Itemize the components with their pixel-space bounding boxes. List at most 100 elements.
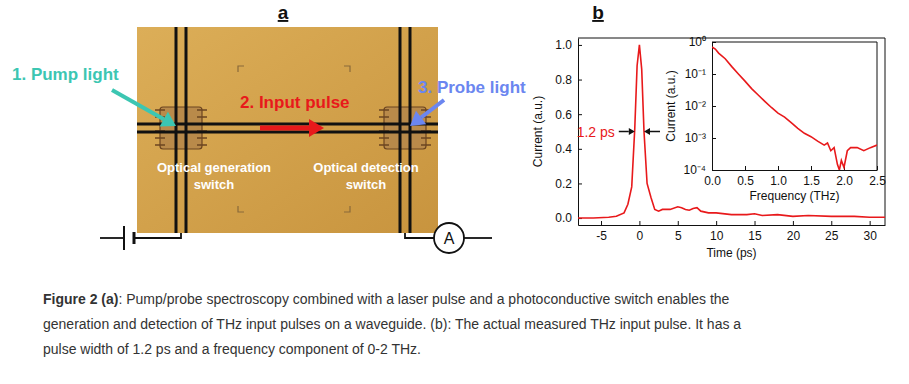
waveguide-horizontal <box>137 123 438 126</box>
tick: 10⁻² <box>685 99 716 113</box>
tick: 10⁻¹ <box>685 67 716 81</box>
axis-line <box>713 170 878 171</box>
tick-mark <box>811 166 812 170</box>
battery-plate <box>133 232 136 244</box>
panel-a: A1. Pump light2. Input pulse3. Probe lig… <box>12 27 526 253</box>
switch-pad <box>160 107 202 149</box>
tick: 0 <box>637 221 644 243</box>
tick-mark <box>778 166 779 170</box>
tick-label: 0.5 <box>737 174 754 188</box>
tick: 25 <box>825 221 839 243</box>
tick-label: 10⁰ <box>689 35 706 49</box>
y-axis-title: Current (a.u.) <box>531 96 545 167</box>
waveguide-vertical <box>175 27 178 233</box>
tick-label: 1.0 <box>770 174 787 188</box>
data-line <box>712 47 877 170</box>
tick-mark <box>712 74 716 75</box>
alignment-mark <box>344 206 350 212</box>
tick: 0.0 <box>555 211 582 225</box>
tick: 1.0 <box>770 166 787 188</box>
alignment-mark <box>344 66 350 72</box>
arrow-pump-head <box>160 112 176 127</box>
arrow-pulse-shaft <box>260 126 309 131</box>
alignment-mark <box>238 206 244 212</box>
annotation-arrow-shaft <box>619 131 629 133</box>
electrode-finger <box>155 137 165 139</box>
tick: -5 <box>596 221 607 243</box>
y-axis: 10⁰10⁻¹10⁻²10⁻³10⁻⁴ <box>683 35 716 177</box>
electrode-finger <box>379 116 389 118</box>
electrode-finger <box>421 137 431 139</box>
electrode-finger <box>197 144 207 146</box>
switch-label: switch <box>194 177 235 192</box>
arrow-pump <box>112 90 176 126</box>
tick: 10 <box>710 221 724 243</box>
chart-1: 0.00.51.01.52.02.510⁰10⁻¹10⁻²10⁻³10⁻⁴Fre… <box>664 35 886 203</box>
tick-label: 5 <box>675 229 682 243</box>
tick-label: 0.0 <box>555 211 572 225</box>
tick-label: 20 <box>787 229 801 243</box>
tick-label: 15 <box>748 229 762 243</box>
y-axis-title: Current (a.u.) <box>664 70 678 141</box>
arrow-pump-shaft <box>112 90 164 119</box>
caption-line: Figure 2 (a): Pump/probe spectroscopy co… <box>43 291 730 307</box>
tick: 0.5 <box>737 166 754 188</box>
tick-label: -5 <box>596 229 607 243</box>
tick-mark <box>831 221 832 225</box>
tick: 1.5 <box>803 166 820 188</box>
electrode-finger <box>197 137 207 139</box>
ammeter-label: A <box>444 230 455 247</box>
tick-mark <box>793 221 794 225</box>
tick-label: 0.0 <box>704 174 721 188</box>
switch-label: Optical detection <box>313 160 419 175</box>
frame-top <box>712 42 877 43</box>
frame-right <box>877 42 878 170</box>
tick-label: 2.5 <box>869 174 886 188</box>
tick-mark <box>712 106 716 107</box>
tick-mark <box>578 114 582 115</box>
tick: 5 <box>675 221 682 243</box>
tick: 10⁻⁴ <box>683 163 716 177</box>
electrode-finger <box>421 144 431 146</box>
panel-label: b <box>592 2 604 23</box>
tick: 0.4 <box>555 142 582 156</box>
caption: Figure 2 (a): Pump/probe spectroscopy co… <box>43 291 741 357</box>
tick-mark <box>601 221 602 225</box>
tick: 1.0 <box>555 38 582 52</box>
tick: 20 <box>787 221 801 243</box>
electrode-finger <box>379 109 389 111</box>
label-pump: 1. Pump light <box>12 65 119 84</box>
tick-label: 0.6 <box>555 108 572 122</box>
tick-mark <box>578 80 582 81</box>
tick: 0.2 <box>555 177 582 191</box>
chip-photo <box>137 27 438 233</box>
annotation-arrow-shaft <box>650 131 660 133</box>
circuit-wire <box>134 233 181 238</box>
tick-mark <box>716 221 717 225</box>
tick: 0.6 <box>555 108 582 122</box>
tick-mark <box>712 170 716 171</box>
tick-mark <box>755 221 756 225</box>
plot-area <box>578 38 885 225</box>
tick-mark <box>745 166 746 170</box>
battery-plate <box>123 226 125 250</box>
marks <box>712 47 877 170</box>
tick-label: 0.2 <box>555 177 572 191</box>
x-axis-title: Frequency (THz) <box>749 189 839 203</box>
x-axis-title: Time (ps) <box>706 246 756 260</box>
waveguide-horizontal <box>137 131 438 134</box>
label-probe: 3. Probe light <box>418 78 526 97</box>
tick-label: 10⁻² <box>685 99 706 113</box>
switch-label: switch <box>346 177 387 192</box>
x-axis: -5051015202530 <box>579 221 886 243</box>
tick-mark <box>678 221 679 225</box>
electrode-finger <box>197 116 207 118</box>
tick-label: 10 <box>710 229 724 243</box>
caption-text: : Pump/probe spectroscopy combined with … <box>118 291 729 307</box>
tick-label: 1.5 <box>803 174 820 188</box>
annotation-arrow-head <box>629 128 635 135</box>
tick-label: 0 <box>637 229 644 243</box>
tick-mark <box>578 149 582 150</box>
tick: 10⁰ <box>689 35 716 49</box>
caption-line: pulse width of 1.2 ps and a frequency co… <box>43 341 421 357</box>
